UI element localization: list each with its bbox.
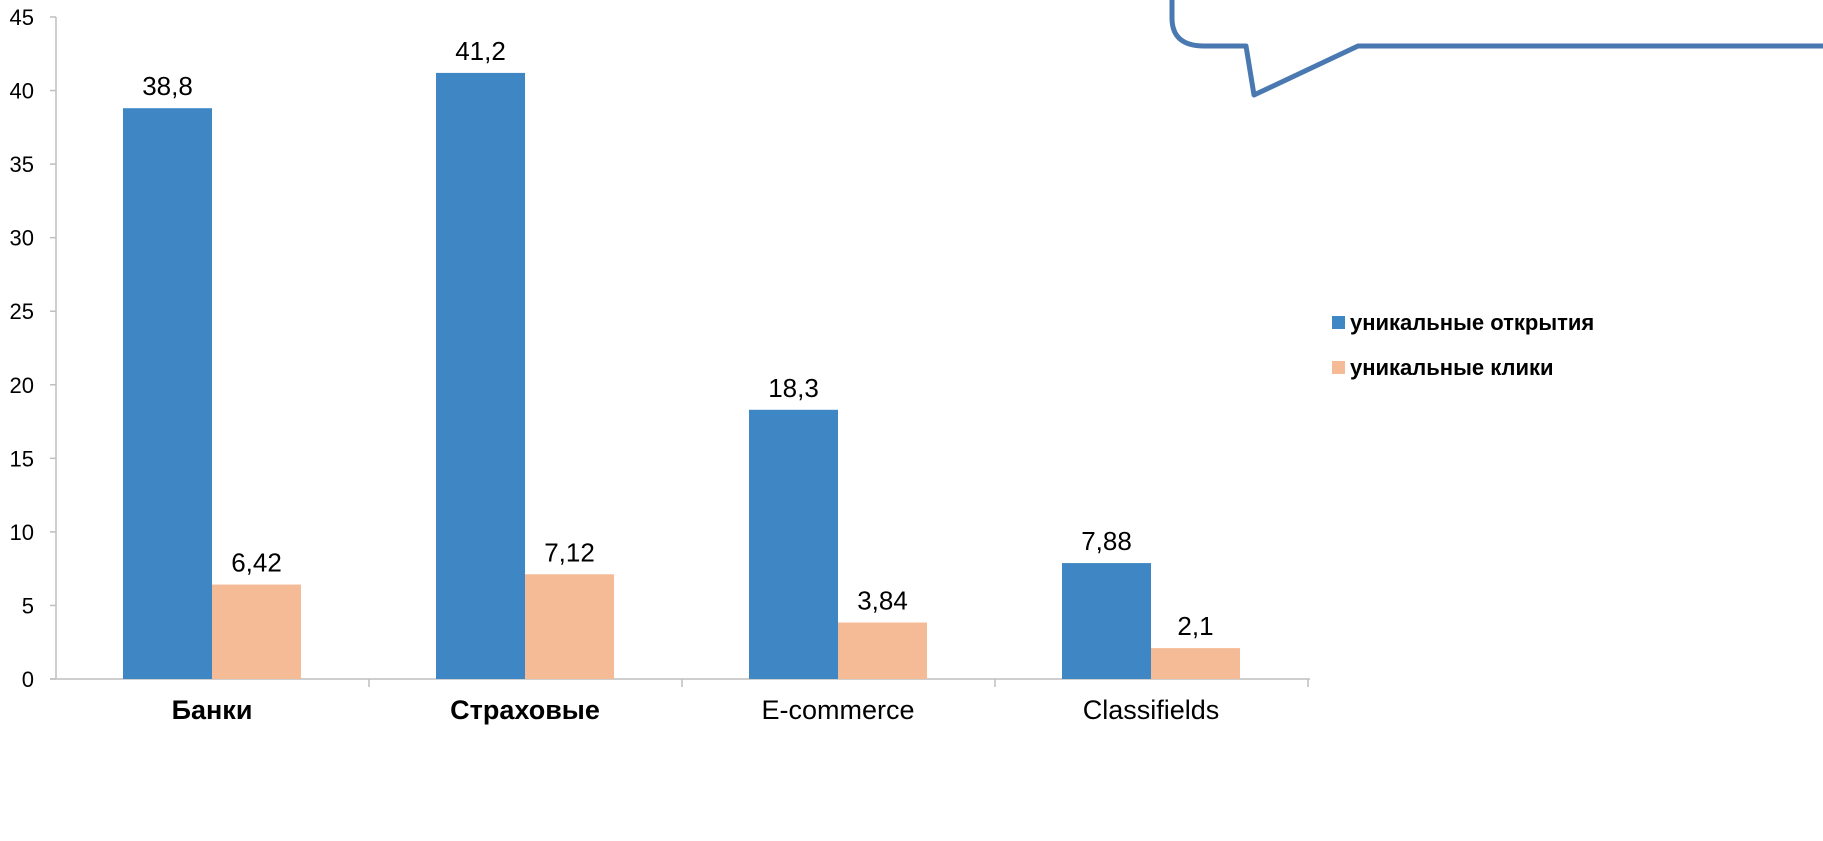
y-tick-label: 15	[10, 446, 34, 471]
chart-labels: 38,8 6,42 Банки 41,2 7,12 Страховые 18,3 3,84 E-…	[142, 36, 1219, 725]
bar-unique-opens	[436, 72, 525, 679]
bar-unique-opens	[1062, 563, 1151, 679]
data-label: 18,3	[768, 373, 819, 403]
legend-swatch	[1332, 361, 1345, 374]
chart-bars	[123, 72, 1240, 680]
bar-unique-opens	[123, 108, 212, 680]
chart-legend: уникальные открытия уникальные клики	[1332, 310, 1594, 380]
data-label: 38,8	[142, 71, 193, 101]
y-tick-label: 35	[10, 152, 34, 177]
y-tick-label: 40	[10, 79, 34, 104]
x-category-label: Страховые	[450, 695, 600, 725]
callout-outline	[1169, 0, 1823, 98]
y-tick-label: 0	[22, 667, 34, 692]
data-label: 41,2	[455, 36, 506, 66]
bar-unique-clicks	[838, 622, 927, 679]
y-tick-label: 5	[22, 593, 34, 618]
legend-label: уникальные клики	[1350, 355, 1554, 380]
bar-unique-clicks	[525, 574, 614, 679]
data-label: 2,1	[1177, 611, 1213, 641]
x-category-label: E-commerce	[761, 695, 914, 725]
speech-callout	[1169, 0, 1823, 98]
y-tick-label: 10	[10, 520, 34, 545]
data-label: 7,88	[1081, 526, 1132, 556]
bar-unique-clicks	[1151, 648, 1240, 679]
y-tick-label: 30	[10, 226, 34, 251]
legend-label: уникальные открытия	[1350, 310, 1594, 335]
y-tick-label: 45	[10, 5, 34, 30]
data-label: 7,12	[544, 537, 595, 567]
x-category-label: Банки	[172, 695, 253, 725]
legend-swatch	[1332, 316, 1345, 329]
x-category-label: Classifields	[1083, 695, 1220, 725]
y-tick-label: 20	[10, 373, 34, 398]
data-label: 6,42	[231, 548, 282, 578]
bar-unique-clicks	[212, 584, 301, 679]
bar-unique-opens	[749, 409, 838, 679]
y-tick-label: 25	[10, 299, 34, 324]
data-label: 3,84	[857, 586, 908, 616]
